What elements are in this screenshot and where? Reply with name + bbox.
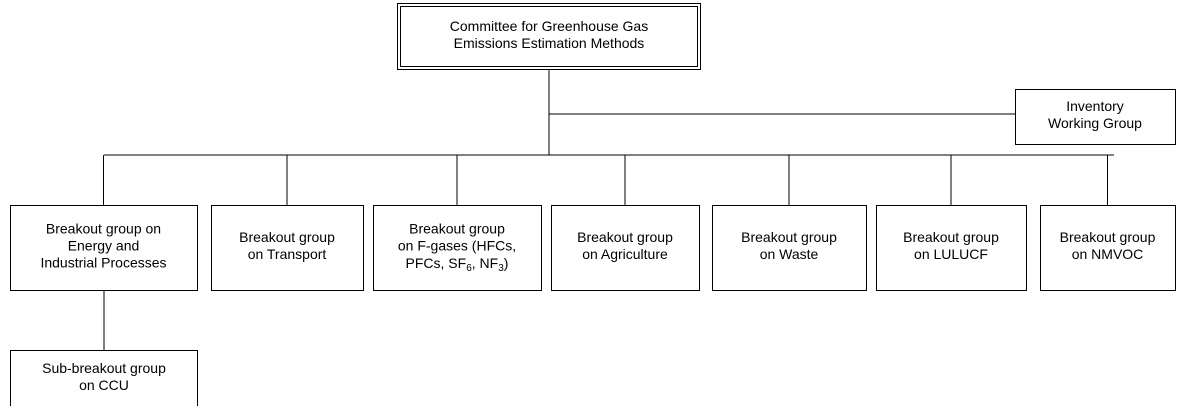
box-label: Breakout group	[409, 221, 505, 237]
box	[10, 350, 198, 411]
box-label: Breakout group	[239, 229, 335, 245]
label-part: )	[504, 255, 509, 271]
box	[211, 205, 364, 291]
label-part: PFCs, SF	[406, 255, 467, 271]
box-label: Sub-breakout group	[42, 360, 166, 376]
box-label: Breakout group	[1060, 229, 1156, 245]
box-label: on CCU	[79, 377, 129, 393]
box-label: on Waste	[760, 246, 819, 262]
subscript: 6	[466, 263, 472, 274]
box-label: Emissions Estimation Methods	[454, 35, 645, 51]
box	[1015, 89, 1176, 145]
box-label: on Agriculture	[582, 246, 668, 262]
box	[1040, 205, 1176, 291]
box-label: on LULUCF	[914, 246, 988, 262]
box	[10, 205, 198, 291]
box-label: Committee for Greenhouse Gas	[450, 18, 648, 34]
box-label: Industrial Processes	[40, 255, 166, 271]
box	[876, 205, 1027, 291]
box	[373, 205, 542, 291]
root-box-inner	[400, 6, 698, 67]
box-label: on F-gases (HFCs,	[398, 238, 516, 254]
box	[551, 205, 700, 291]
label-part: , NF	[472, 255, 498, 271]
box-label: Breakout group	[903, 229, 999, 245]
box-label: Breakout group	[577, 229, 673, 245]
box-label: Breakout group	[741, 229, 837, 245]
box-label: on NMVOC	[1072, 246, 1144, 262]
box-label: Breakout group on	[46, 221, 161, 237]
box-label: Inventory	[1066, 98, 1124, 114]
box-label: Energy and	[68, 238, 140, 254]
box-label: on Transport	[248, 246, 327, 262]
subscript: 3	[498, 263, 504, 274]
box-label: Working Group	[1048, 115, 1142, 131]
box-label: PFCs, SF6​, NF3​)	[406, 255, 509, 274]
box	[712, 205, 867, 291]
